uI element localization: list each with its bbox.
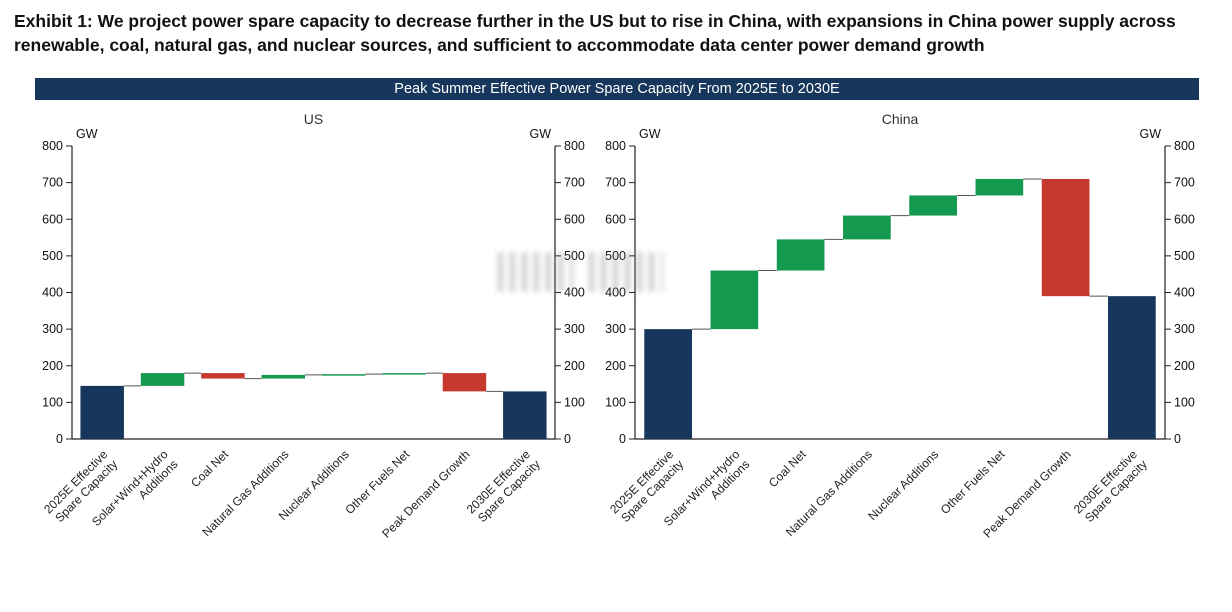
svg-text:0: 0	[564, 432, 571, 446]
svg-text:100: 100	[1174, 395, 1195, 409]
svg-text:800: 800	[605, 139, 626, 153]
svg-text:0: 0	[56, 432, 63, 446]
svg-text:800: 800	[1174, 139, 1195, 153]
us-waterfall-chart: US GW GW 0 0 100 100 200 200 300 300 400 400 500 500 60…	[41, 111, 585, 541]
svg-text:500: 500	[564, 248, 585, 262]
svg-text:China: China	[882, 111, 919, 127]
svg-text:2030E EffectiveSpare Capacity: 2030E EffectiveSpare Capacity	[1071, 447, 1150, 526]
svg-text:500: 500	[605, 248, 626, 262]
svg-text:700: 700	[605, 175, 626, 189]
svg-text:600: 600	[42, 212, 63, 226]
charts-row: US GW GW 0 0 100 100 200 200 300 300 400 400 500 500 60…	[0, 100, 1232, 578]
svg-text:GW: GW	[1139, 127, 1161, 141]
svg-text:100: 100	[42, 395, 63, 409]
svg-text:400: 400	[42, 285, 63, 299]
svg-text:300: 300	[605, 322, 626, 336]
svg-text:400: 400	[564, 285, 585, 299]
svg-text:GW: GW	[529, 127, 551, 141]
svg-text:0: 0	[619, 432, 626, 446]
svg-text:GW: GW	[639, 127, 661, 141]
svg-text:Nuclear Additions: Nuclear Additions	[865, 447, 941, 523]
svg-text:200: 200	[564, 358, 585, 372]
svg-text:Coal Net: Coal Net	[188, 446, 231, 489]
svg-text:700: 700	[42, 175, 63, 189]
svg-text:GW: GW	[76, 127, 98, 141]
exhibit-page: Exhibit 1: We project power spare capaci…	[0, 11, 1232, 578]
svg-text:600: 600	[564, 212, 585, 226]
svg-text:300: 300	[42, 322, 63, 336]
svg-text:Coal Net: Coal Net	[766, 446, 809, 489]
svg-text:100: 100	[605, 395, 626, 409]
svg-text:2030E EffectiveSpare Capacity: 2030E EffectiveSpare Capacity	[464, 447, 543, 526]
exhibit-title: Exhibit 1: We project power spare capaci…	[14, 11, 1176, 55]
svg-text:600: 600	[1174, 212, 1195, 226]
svg-text:800: 800	[564, 139, 585, 153]
svg-text:100: 100	[564, 395, 585, 409]
svg-text:400: 400	[605, 285, 626, 299]
svg-text:200: 200	[605, 358, 626, 372]
svg-text:Other Fuels Net: Other Fuels Net	[938, 446, 1008, 516]
svg-text:700: 700	[564, 175, 585, 189]
svg-text:300: 300	[1174, 322, 1195, 336]
svg-text:600: 600	[605, 212, 626, 226]
china-waterfall-chart: China GW GW 0 0 100 100 200 200 300 300 400 400 500 50…	[605, 111, 1195, 541]
svg-text:US: US	[304, 111, 323, 127]
svg-text:300: 300	[564, 322, 585, 336]
svg-text:200: 200	[1174, 358, 1195, 372]
svg-text:400: 400	[1174, 285, 1195, 299]
svg-text:500: 500	[42, 248, 63, 262]
svg-text:700: 700	[1174, 175, 1195, 189]
svg-text:0: 0	[1174, 432, 1181, 446]
svg-text:800: 800	[42, 139, 63, 153]
svg-text:200: 200	[42, 358, 63, 372]
chart-header-bar: Peak Summer Effective Power Spare Capaci…	[35, 77, 1199, 100]
svg-text:500: 500	[1174, 248, 1195, 262]
